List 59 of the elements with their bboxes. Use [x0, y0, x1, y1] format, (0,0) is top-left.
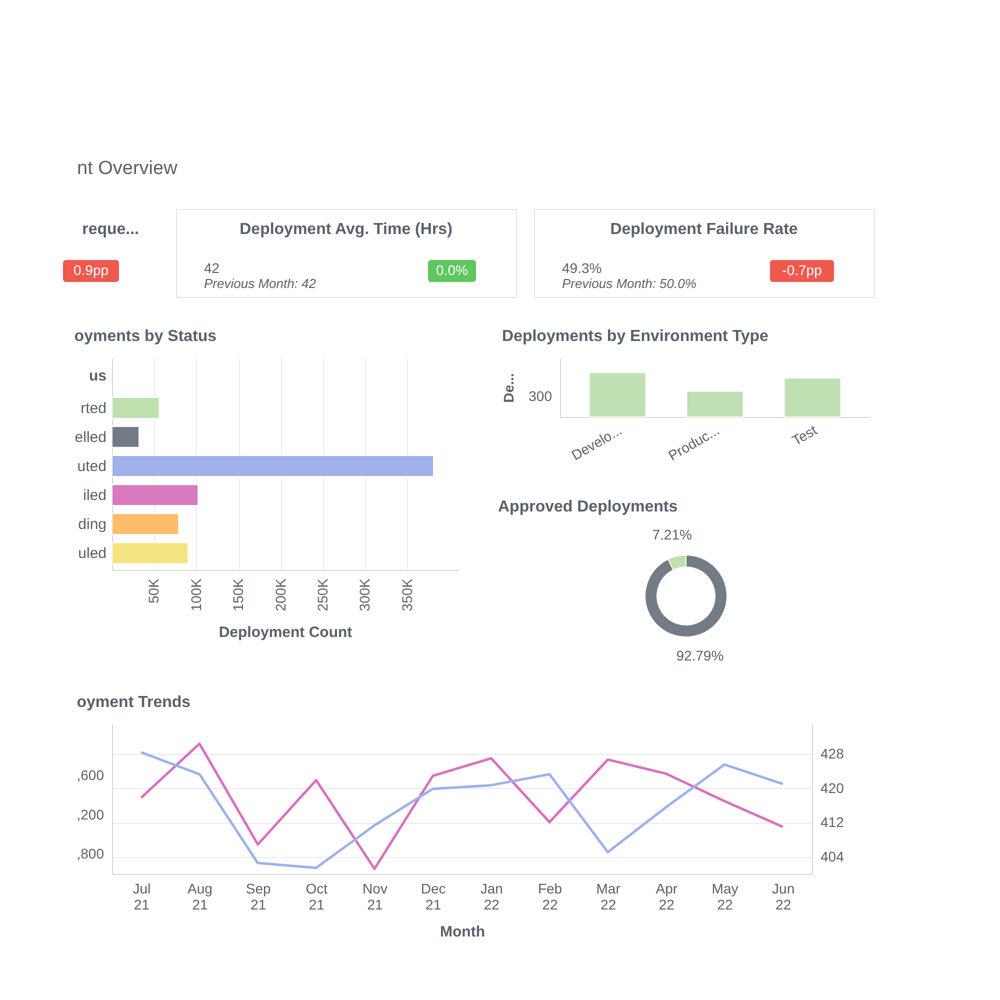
- x-tick-label: Test: [789, 422, 820, 448]
- x-tick-label: Dec 21: [420, 880, 446, 912]
- data-label: 92.79%: [676, 647, 724, 664]
- chart-title: Approved Deployments: [498, 498, 678, 516]
- y2-tick-label: 428: [820, 746, 844, 762]
- text: 42: [204, 260, 220, 276]
- x-axis-title: Month: [440, 924, 485, 940]
- text: -0.7pp: [782, 262, 822, 278]
- y-axis-title: us: [88, 368, 106, 384]
- y-tick-label: iled: [83, 487, 106, 504]
- text: nt Overview: [77, 158, 178, 179]
- text: Deployment Avg. Time (Hrs): [240, 221, 452, 238]
- bar: [112, 484, 199, 506]
- x-tick-label: 50K: [146, 578, 162, 604]
- text: 0.9pp: [73, 262, 109, 278]
- chart-title: oyment Trends: [76, 694, 191, 711]
- x-tick-label: Jan 22: [480, 880, 503, 912]
- text: Deployment Failure Rate: [610, 221, 798, 238]
- y2-tick-label: 412: [820, 814, 844, 830]
- x-tick-label: May 22: [712, 880, 738, 912]
- chart-title: Deployments by Environment Type: [502, 328, 769, 345]
- bar: [112, 426, 140, 448]
- text: 0.0%: [436, 262, 468, 278]
- text: Previous Month: 50.0%: [562, 276, 696, 291]
- x-tick-label: 250K: [314, 578, 330, 612]
- bar: [112, 542, 188, 564]
- x-tick-label: 100K: [188, 578, 204, 612]
- y-tick-label: uted: [77, 458, 106, 475]
- text: 300: [528, 388, 552, 404]
- x-tick-label: 200K: [272, 578, 288, 612]
- x-tick-label: Jun 22: [772, 880, 795, 912]
- y2-tick-label: 404: [820, 848, 844, 864]
- text: Previous Month: 42: [204, 276, 317, 291]
- y-tick-label: elled: [74, 428, 106, 446]
- x-tick-label: Feb 22: [538, 880, 562, 912]
- y-tick-label: rted: [80, 400, 106, 417]
- y-tick-label: ding: [78, 516, 106, 534]
- y-axis-title: De...: [500, 373, 516, 403]
- y-tick-label: uled: [78, 545, 106, 562]
- text: 49.3%: [562, 260, 602, 276]
- x-tick-label: Oct 21: [306, 880, 328, 912]
- x-tick-label: Aug 21: [188, 880, 212, 912]
- x-tick-label: Sep 21: [246, 880, 271, 912]
- x-tick-label: Mar 22: [596, 880, 621, 912]
- x-axis-title: Deployment Count: [218, 624, 352, 642]
- x-tick-label: 350K: [398, 578, 415, 612]
- bar: [112, 513, 180, 536]
- bar: [112, 455, 434, 477]
- x-tick-label: Apr 22: [656, 880, 678, 912]
- y2-tick-label: 420: [820, 780, 844, 796]
- donut-slice: [644, 554, 728, 638]
- x-tick-label: 150K: [230, 578, 246, 612]
- data-label: 7.21%: [652, 526, 692, 543]
- bar: [112, 396, 160, 419]
- x-tick-label: 300K: [356, 578, 373, 612]
- text: reque...: [82, 221, 139, 238]
- x-tick-label: Jul 21: [132, 880, 151, 912]
- chart-title: oyments by Status: [74, 328, 217, 345]
- x-tick-label: Nov 21: [362, 880, 388, 912]
